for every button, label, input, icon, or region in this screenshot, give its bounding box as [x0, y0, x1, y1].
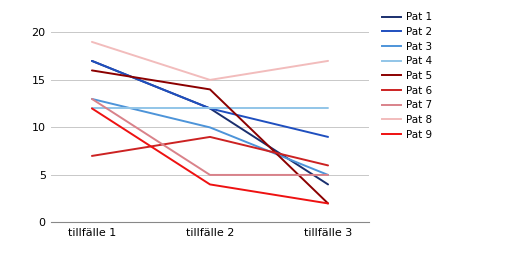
Legend: Pat 1, Pat 2, Pat 3, Pat 4, Pat 5, Pat 6, Pat 7, Pat 8, Pat 9: Pat 1, Pat 2, Pat 3, Pat 4, Pat 5, Pat 6…	[377, 8, 435, 144]
